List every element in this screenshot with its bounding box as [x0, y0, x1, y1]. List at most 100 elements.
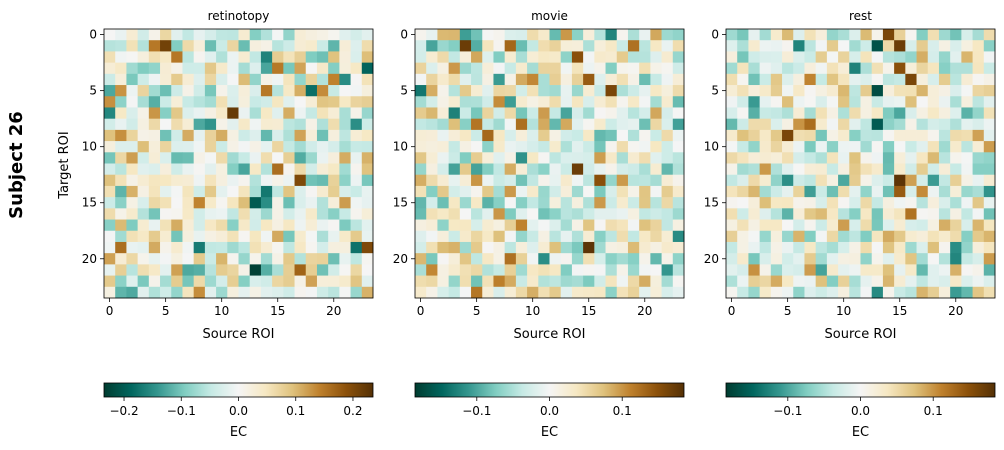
- heatmap-cell: [538, 219, 550, 232]
- heatmap-cell: [650, 219, 662, 232]
- heatmap-cell: [639, 40, 651, 52]
- heatmap-cell: [770, 286, 783, 299]
- heatmap-cell: [793, 197, 805, 209]
- heatmap-cell: [339, 73, 351, 86]
- heatmap-cell: [339, 96, 351, 108]
- heatmap-cell: [249, 275, 262, 288]
- heatmap-cell: [726, 152, 738, 164]
- heatmap-cell: [238, 163, 251, 176]
- heatmap-cell: [193, 85, 206, 97]
- heatmap-cell: [294, 208, 307, 220]
- colorbar-gradient: [103, 382, 374, 398]
- heatmap-cell: [927, 253, 940, 265]
- heatmap-cell: [238, 40, 251, 52]
- heatmap-cell: [938, 241, 951, 254]
- heatmap-cell: [193, 73, 206, 86]
- heatmap-cell: [415, 40, 427, 52]
- heatmap-cell: [171, 197, 183, 209]
- heatmap-cell: [204, 174, 217, 187]
- heatmap-cell: [782, 129, 794, 142]
- heatmap-cell: [104, 286, 116, 299]
- heatmap-cell: [249, 85, 262, 97]
- heatmap-cell: [515, 264, 528, 276]
- heatmap-cell: [826, 29, 839, 41]
- heatmap-cell: [927, 51, 940, 64]
- heatmap-cell: [527, 141, 539, 153]
- heatmap-cell: [104, 73, 116, 86]
- heatmap-cell: [339, 40, 351, 52]
- heatmap-cell: [549, 197, 562, 209]
- heatmap-cell: [860, 29, 873, 41]
- heatmap-cell: [549, 118, 562, 131]
- heatmap-cell: [916, 152, 929, 164]
- heatmap-cell: [627, 230, 640, 243]
- heatmap-cell: [426, 141, 438, 153]
- heatmap-cell: [137, 51, 150, 64]
- heatmap-cell: [182, 107, 195, 120]
- heatmap-cell: [650, 230, 662, 243]
- heatmap-cell: [894, 51, 906, 64]
- heatmap-cell: [437, 152, 450, 164]
- heatmap-cell: [459, 40, 472, 52]
- heatmap-cell: [983, 141, 996, 153]
- heatmap-cell: [493, 163, 506, 176]
- heatmap-cell: [249, 219, 262, 232]
- heatmap-cell: [283, 219, 295, 232]
- heatmap-cell: [737, 208, 749, 220]
- heatmap-cell: [782, 73, 794, 86]
- x-axis-label: Source ROI: [203, 327, 275, 342]
- heatmap-cell: [650, 51, 662, 64]
- heatmap-cell: [193, 152, 206, 164]
- heatmap-cell: [605, 241, 618, 254]
- heatmap-cell: [350, 208, 363, 220]
- heatmap-cell: [894, 29, 906, 41]
- heatmap-cell: [538, 275, 550, 288]
- heatmap-cell: [115, 230, 127, 243]
- heatmap-cell: [448, 62, 461, 75]
- heatmap-cell: [894, 197, 906, 209]
- heatmap-cell: [650, 208, 662, 220]
- heatmap-cell: [316, 264, 329, 276]
- heatmap-cell: [426, 185, 438, 198]
- heatmap-cell: [350, 197, 363, 209]
- heatmap-cell: [527, 29, 539, 41]
- heatmap-cell: [471, 96, 483, 108]
- heatmap-cell: [804, 286, 817, 299]
- heatmap-cell: [882, 73, 895, 86]
- heatmap-cell: [148, 264, 161, 276]
- heatmap-cell: [726, 107, 738, 120]
- heatmap-cell: [260, 73, 273, 86]
- heatmap-cell: [639, 118, 651, 131]
- heatmap-cell: [448, 152, 461, 164]
- heatmap-cell: [538, 230, 550, 243]
- colorbar-tick-label: 0.1: [924, 404, 943, 418]
- heatmap-cell: [938, 62, 951, 75]
- heatmap-cell: [961, 286, 973, 299]
- heatmap-cell: [782, 51, 794, 64]
- x-tick-label: 5: [473, 304, 481, 318]
- heatmap-cell: [350, 29, 363, 41]
- heatmap-cell: [227, 118, 239, 131]
- heatmap-cell: [216, 62, 228, 75]
- heatmap-cell: [260, 275, 273, 288]
- heatmap-cell: [804, 40, 817, 52]
- heatmap-cell: [905, 129, 917, 142]
- heatmap-cell: [916, 85, 929, 97]
- heatmap-cell: [350, 129, 363, 142]
- heatmap-cell: [126, 163, 139, 176]
- heatmap-cell: [126, 208, 139, 220]
- heatmap-cell: [482, 208, 494, 220]
- y-tick-label: 15: [82, 196, 97, 210]
- heatmap-cell: [437, 129, 450, 142]
- heatmap-cell: [961, 118, 973, 131]
- heatmap-cell: [339, 230, 351, 243]
- heatmap-cell: [804, 174, 817, 187]
- heatmap-cell: [437, 163, 450, 176]
- heatmap-cell: [493, 40, 506, 52]
- heatmap-cell: [983, 73, 996, 86]
- heatmap-cell: [871, 152, 884, 164]
- heatmap-cell: [137, 174, 150, 187]
- heatmap-cell: [782, 107, 794, 120]
- y-tick-label: 5: [89, 84, 97, 98]
- heatmap-cell: [737, 62, 749, 75]
